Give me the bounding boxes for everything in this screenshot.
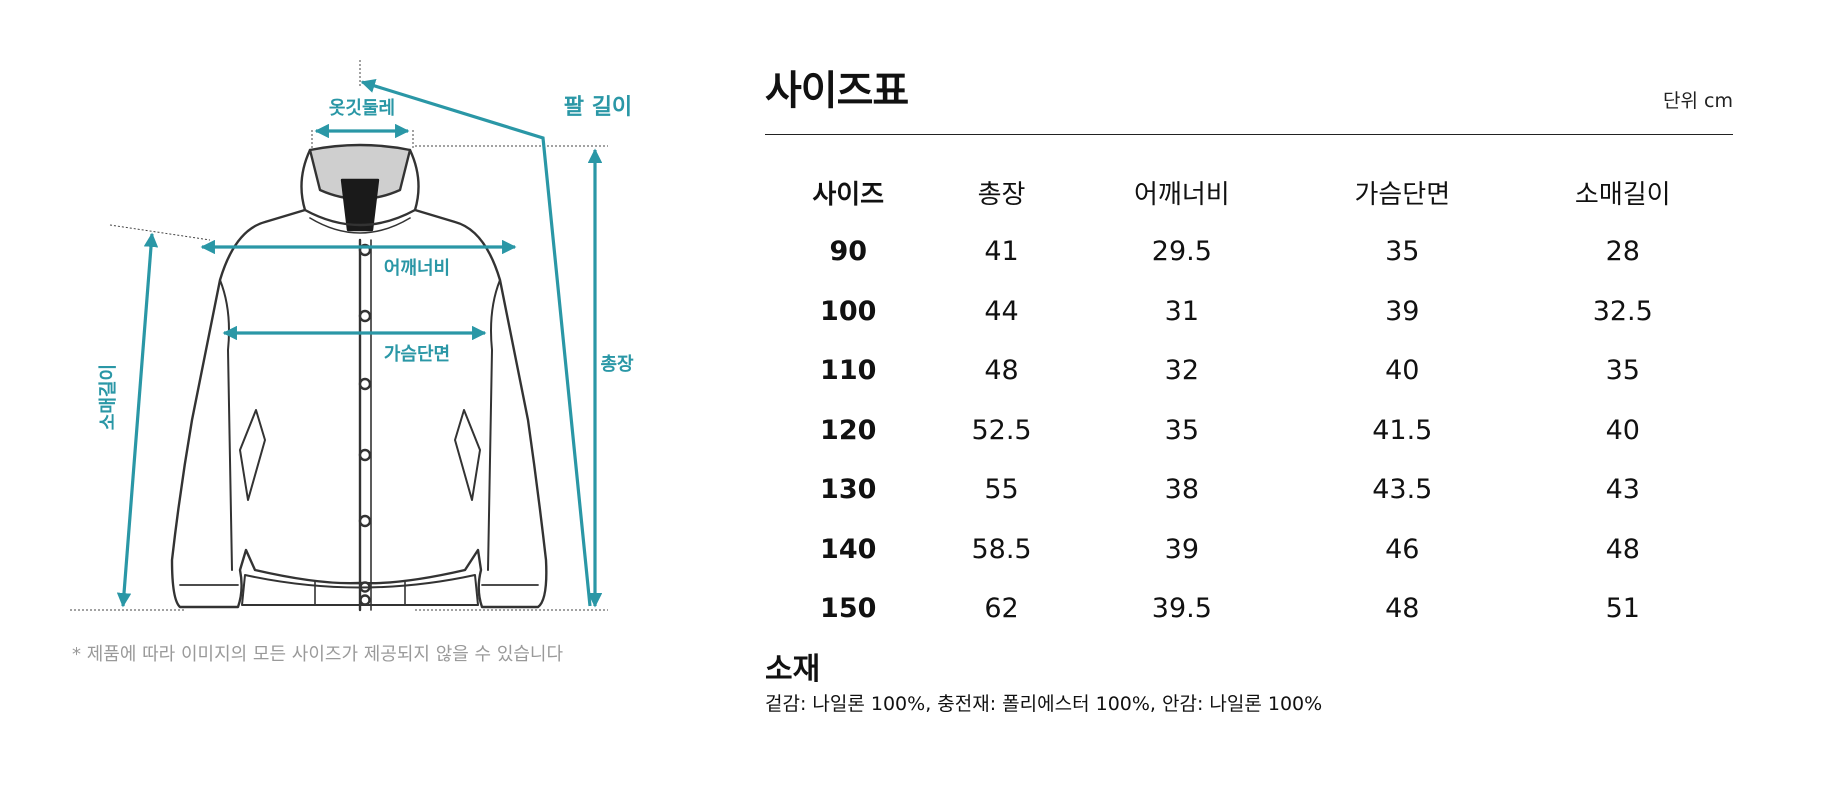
table-cell: 43 (1605, 474, 1640, 506)
table-cell: 58.5 (971, 533, 1032, 565)
table-cell: 38 (1164, 474, 1200, 506)
table-header-row: 사이즈 총장 어깨너비 가슴단면 소매길이 (765, 162, 1733, 222)
table-cell: 39 (1385, 295, 1420, 327)
size-cell: 90 (829, 236, 868, 268)
size-cell: 100 (820, 295, 877, 327)
table-cell: 31 (1164, 295, 1200, 327)
table-cell: 35 (1164, 414, 1200, 446)
size-cell: 140 (820, 533, 877, 565)
sleeve-arrow (116, 232, 159, 608)
title-divider (765, 134, 1733, 135)
table-cell: 48 (984, 355, 1019, 387)
table-cell: 44 (984, 295, 1019, 327)
table-row: 90 41 29.5 35 28 (765, 222, 1733, 282)
table-cell: 28 (1605, 236, 1640, 268)
table-row: 110 48 32 40 35 (765, 341, 1733, 401)
table-cell: 41.5 (1372, 414, 1433, 446)
arm-length-label: 팔 길이 (564, 95, 632, 120)
material-text: 겉감: 나일론 100%, 충전재: 폴리에스터 100%, 안감: 나일론 1… (765, 693, 1323, 715)
table-cell: 52.5 (971, 414, 1032, 446)
jacket-size-diagram: 옷깃둘레 팔 길이 어깨너비 가슴단면 총장 소매길이 (70, 60, 634, 612)
collar-label: 옷깃둘레 (329, 98, 395, 119)
size-cell: 150 (820, 593, 877, 625)
sleeve-label: 소매길이 (97, 364, 119, 430)
table-cell: 48 (1385, 593, 1420, 625)
column-header: 소매길이 (1574, 179, 1671, 210)
table-row: 120 52.5 35 41.5 40 (765, 401, 1733, 461)
table-cell: 35 (1385, 236, 1420, 268)
table-cell: 43.5 (1372, 474, 1433, 506)
column-header: 가슴단면 (1354, 179, 1451, 210)
table-cell: 29.5 (1151, 236, 1212, 268)
page-title: 사이즈표 (765, 68, 909, 114)
table-cell: 62 (984, 593, 1019, 625)
jacket-illustration (170, 143, 548, 612)
column-header: 총장 (977, 179, 1026, 210)
table-cell: 32 (1164, 355, 1200, 387)
size-cell: 130 (820, 474, 877, 506)
table-cell: 51 (1605, 593, 1640, 625)
shoulder-label: 어깨너비 (384, 258, 450, 279)
table-cell: 39.5 (1151, 593, 1212, 625)
table-row: 130 55 38 43.5 43 (765, 460, 1733, 520)
arm-length-arrow (360, 78, 592, 607)
size-table: 사이즈 총장 어깨너비 가슴단면 소매길이 90 41 29.5 35 28 1… (765, 162, 1733, 639)
table-row: 150 62 39.5 48 51 (765, 579, 1733, 639)
column-header: 사이즈 (812, 179, 885, 210)
table-cell: 48 (1605, 533, 1640, 565)
table-cell: 41 (984, 236, 1019, 268)
table-cell: 46 (1385, 533, 1420, 565)
size-cell: 110 (820, 355, 877, 387)
table-cell: 32.5 (1592, 295, 1653, 327)
size-note: * 제품에 따라 이미지의 모든 사이즈가 제공되지 않을 수 있습니다 (72, 644, 564, 665)
material-title: 소재 (765, 652, 821, 687)
size-cell: 120 (820, 414, 877, 446)
column-header: 어깨너비 (1134, 179, 1230, 210)
table-row: 140 58.5 39 46 48 (765, 520, 1733, 580)
table-row: 100 44 31 39 32.5 (765, 282, 1733, 342)
table-cell: 35 (1605, 355, 1640, 387)
table-cell: 55 (984, 474, 1019, 506)
table-cell: 39 (1164, 533, 1200, 565)
total-length-label: 총장 (600, 354, 634, 375)
chest-label: 가슴단면 (384, 344, 450, 365)
table-cell: 40 (1385, 355, 1420, 387)
unit-label: 단위 cm (1663, 90, 1733, 112)
table-cell: 40 (1605, 414, 1640, 446)
